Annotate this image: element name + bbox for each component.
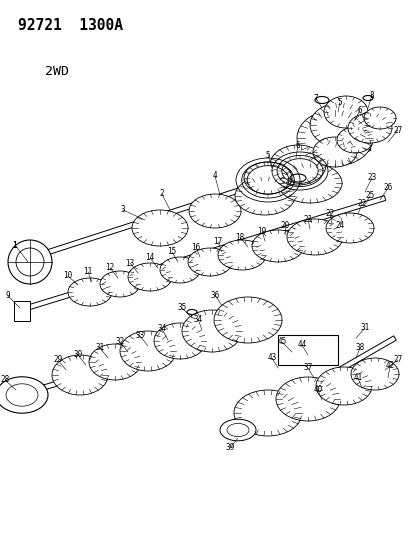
Ellipse shape [128, 263, 171, 291]
Text: 8: 8 [369, 91, 373, 100]
Ellipse shape [336, 127, 372, 153]
Ellipse shape [100, 271, 140, 297]
Ellipse shape [189, 194, 240, 228]
Ellipse shape [323, 96, 367, 128]
Text: 35: 35 [177, 303, 186, 312]
Text: 41: 41 [353, 374, 362, 383]
Text: 2WD: 2WD [45, 65, 69, 78]
Text: 3: 3 [121, 206, 125, 214]
Ellipse shape [286, 219, 342, 255]
Ellipse shape [296, 110, 372, 166]
Text: 40: 40 [313, 385, 322, 394]
Polygon shape [233, 336, 395, 432]
Text: 2: 2 [159, 190, 164, 198]
Ellipse shape [235, 177, 294, 215]
Ellipse shape [315, 367, 371, 405]
Text: 1: 1 [13, 240, 17, 249]
Ellipse shape [269, 145, 325, 185]
Text: 25: 25 [365, 191, 374, 200]
Text: 39: 39 [225, 443, 234, 453]
Ellipse shape [218, 240, 266, 270]
Text: 20: 20 [280, 221, 289, 230]
Ellipse shape [219, 419, 255, 441]
Ellipse shape [252, 230, 303, 262]
Text: 43: 43 [267, 353, 276, 362]
Text: 21: 21 [303, 214, 312, 223]
Ellipse shape [325, 213, 373, 243]
Text: 42: 42 [385, 361, 394, 370]
Ellipse shape [132, 210, 188, 246]
Text: 34: 34 [157, 325, 166, 334]
Ellipse shape [275, 377, 339, 421]
Bar [277, 335, 337, 365]
Text: 31: 31 [95, 343, 104, 352]
Text: 5: 5 [337, 98, 342, 107]
Polygon shape [29, 146, 370, 261]
Text: 92721  1300A: 92721 1300A [18, 18, 123, 33]
Text: 45: 45 [277, 337, 286, 346]
Polygon shape [19, 196, 385, 312]
Text: 7: 7 [313, 93, 318, 102]
Ellipse shape [120, 331, 176, 371]
Text: 15: 15 [167, 247, 176, 256]
Text: 29: 29 [53, 356, 62, 365]
Circle shape [8, 240, 52, 284]
Ellipse shape [188, 248, 231, 276]
Text: 37: 37 [303, 364, 312, 373]
Text: 28: 28 [0, 376, 9, 384]
Text: 26: 26 [382, 183, 392, 192]
Text: 30: 30 [73, 351, 83, 359]
Text: 23: 23 [366, 174, 376, 182]
Text: 27: 27 [392, 125, 402, 134]
Ellipse shape [277, 163, 341, 203]
Polygon shape [17, 328, 240, 398]
Text: 16: 16 [191, 243, 200, 252]
Ellipse shape [363, 107, 395, 129]
Text: 31: 31 [359, 324, 369, 333]
Ellipse shape [68, 278, 112, 306]
Text: 6: 6 [357, 106, 361, 115]
Text: 18: 18 [235, 232, 244, 241]
Ellipse shape [350, 358, 398, 390]
Text: 4: 4 [212, 172, 217, 181]
Ellipse shape [312, 137, 356, 167]
Text: 22: 22 [325, 208, 334, 217]
Text: 14: 14 [145, 254, 154, 262]
Text: 11: 11 [83, 268, 93, 277]
Ellipse shape [0, 377, 48, 413]
Ellipse shape [52, 355, 108, 395]
Text: 38: 38 [354, 343, 364, 352]
Text: 12: 12 [105, 263, 114, 272]
Text: 10: 10 [63, 271, 72, 280]
Text: 6: 6 [295, 141, 299, 149]
Text: 22: 22 [356, 199, 366, 208]
Ellipse shape [233, 390, 301, 436]
Text: 36: 36 [210, 290, 219, 300]
Text: 19: 19 [257, 227, 266, 236]
Ellipse shape [214, 297, 281, 343]
Text: 24: 24 [335, 221, 344, 230]
Text: 34: 34 [193, 314, 202, 324]
Ellipse shape [309, 103, 369, 147]
Ellipse shape [347, 113, 391, 143]
Bar [14, 301, 30, 321]
Text: 13: 13 [125, 259, 134, 268]
Text: 27: 27 [392, 356, 402, 365]
Text: 17: 17 [213, 238, 222, 246]
Text: 44: 44 [297, 341, 306, 350]
Text: 32: 32 [115, 337, 124, 346]
Ellipse shape [154, 323, 206, 359]
Ellipse shape [159, 257, 199, 283]
Ellipse shape [182, 310, 242, 352]
Text: 33: 33 [135, 332, 144, 341]
Text: 5: 5 [265, 150, 270, 159]
Ellipse shape [89, 344, 141, 380]
Text: 9: 9 [6, 292, 10, 301]
Ellipse shape [243, 162, 291, 194]
